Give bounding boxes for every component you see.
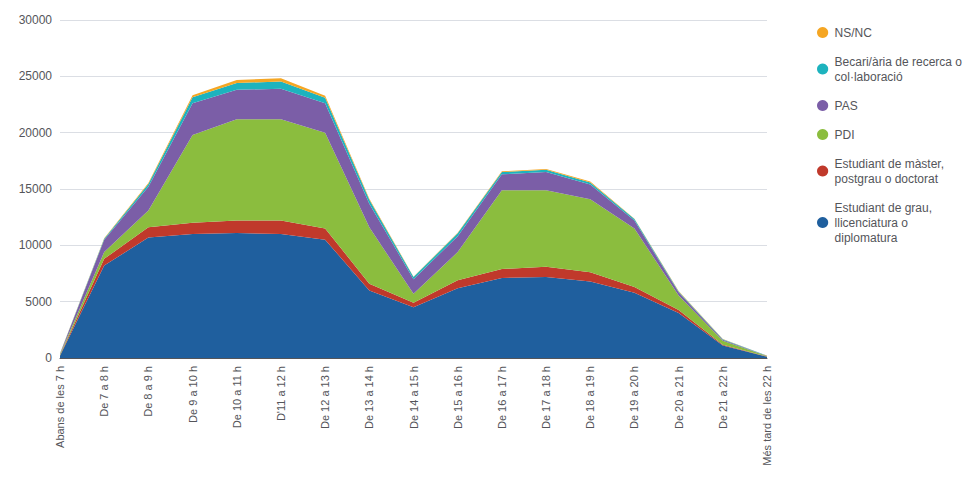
svg-text:Becari/ària de recerca o: Becari/ària de recerca o bbox=[835, 55, 963, 69]
svg-text:De 18 a 19 h: De 18 a 19 h bbox=[584, 366, 596, 429]
svg-text:25000: 25000 bbox=[19, 69, 53, 83]
svg-text:0: 0 bbox=[45, 351, 52, 365]
svg-text:llicenciatura o: llicenciatura o bbox=[835, 216, 909, 230]
svg-text:De 19 a 20 h: De 19 a 20 h bbox=[628, 366, 640, 429]
svg-text:De 12 a 13 h: De 12 a 13 h bbox=[319, 366, 331, 429]
svg-text:Abans de les 7 h: Abans de les 7 h bbox=[54, 366, 66, 448]
svg-text:D'11 a 12 h: D'11 a 12 h bbox=[275, 366, 287, 421]
svg-text:De 13 a 14 h: De 13 a 14 h bbox=[363, 366, 375, 429]
svg-text:De 10 a 11 h: De 10 a 11 h bbox=[231, 366, 243, 428]
svg-text:De 9 a 10 h: De 9 a 10 h bbox=[187, 366, 199, 423]
svg-text:Estudiant de màster,: Estudiant de màster, bbox=[835, 157, 944, 171]
svg-text:De 20 a 21 h: De 20 a 21 h bbox=[673, 366, 685, 429]
svg-text:De 21 a 22 h: De 21 a 22 h bbox=[717, 366, 729, 429]
svg-text:Més tard de les 22 h: Més tard de les 22 h bbox=[761, 366, 773, 466]
svg-text:De 8 a 9 h: De 8 a 9 h bbox=[142, 366, 154, 417]
svg-text:10000: 10000 bbox=[19, 238, 53, 252]
svg-text:De 14 a 15 h: De 14 a 15 h bbox=[408, 366, 420, 429]
svg-text:col·laboració: col·laboració bbox=[835, 70, 903, 84]
svg-text:postgrau o doctorat: postgrau o doctorat bbox=[835, 172, 939, 186]
svg-text:De 15 a 16 h: De 15 a 16 h bbox=[452, 366, 464, 429]
svg-text:De 17 a 18 h: De 17 a 18 h bbox=[540, 366, 552, 429]
svg-text:PAS: PAS bbox=[835, 99, 858, 113]
svg-text:20000: 20000 bbox=[19, 126, 53, 140]
svg-text:15000: 15000 bbox=[19, 182, 53, 196]
svg-text:diplomatura: diplomatura bbox=[835, 231, 898, 245]
svg-text:De 7 a 8 h: De 7 a 8 h bbox=[98, 366, 110, 417]
svg-text:Estudiant de grau,: Estudiant de grau, bbox=[835, 201, 932, 215]
svg-text:5000: 5000 bbox=[25, 295, 52, 309]
svg-text:De 16 a 17 h: De 16 a 17 h bbox=[496, 366, 508, 429]
svg-text:NS/NC: NS/NC bbox=[835, 26, 873, 40]
svg-text:30000: 30000 bbox=[19, 13, 53, 27]
svg-text:PDI: PDI bbox=[835, 128, 855, 142]
